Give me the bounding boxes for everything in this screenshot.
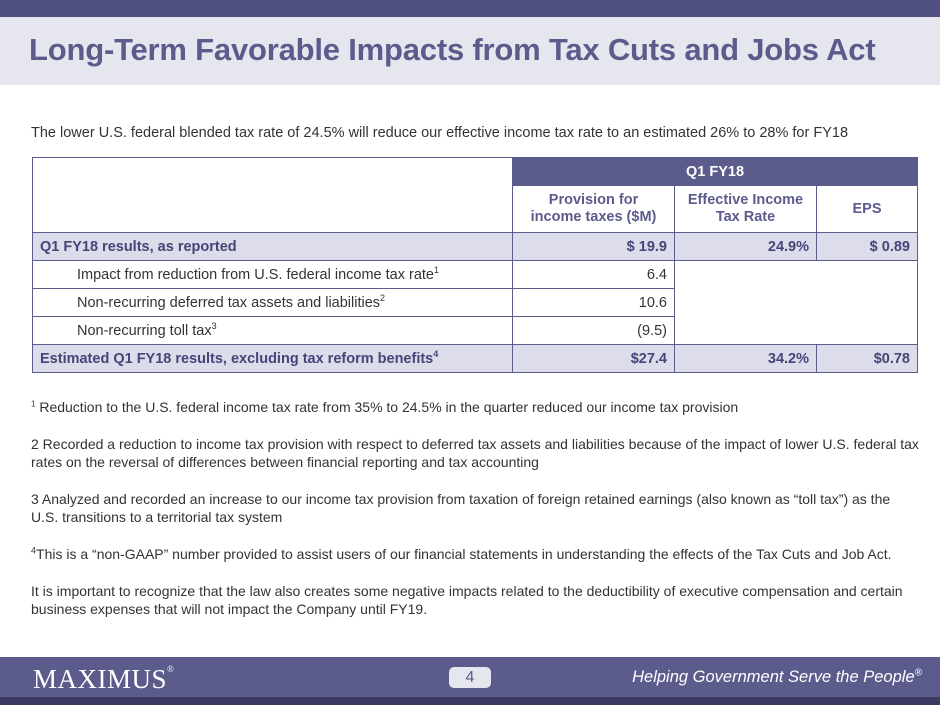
col-header-eps: EPS bbox=[816, 185, 918, 233]
eps-value: $0.78 bbox=[816, 344, 918, 373]
provision-value: $ 19.9 bbox=[512, 232, 675, 261]
footnotes: 1 Reduction to the U.S. federal income t… bbox=[31, 398, 921, 637]
col-header-tax-rate: Effective Income Tax Rate bbox=[674, 185, 817, 233]
footnote-ref: 2 bbox=[380, 292, 386, 303]
table-row-deferred-tax: Non-recurring deferred tax assets and li… bbox=[32, 288, 918, 317]
footnote-ref: 4 bbox=[433, 348, 439, 359]
tax-impact-table: Q1 FY18 Provision for income taxes ($M) E… bbox=[32, 157, 918, 373]
closing-note: It is important to recognize that the la… bbox=[31, 583, 903, 617]
tax-rate-value: 34.2% bbox=[674, 344, 817, 373]
row-label: Impact from reduction from U.S. federal … bbox=[32, 260, 513, 289]
footnote-ref: 1 bbox=[434, 264, 440, 275]
eps-value: $ 0.89 bbox=[816, 232, 918, 261]
provision-value: 6.4 bbox=[512, 260, 675, 289]
footnote-ref: 3 bbox=[211, 320, 217, 331]
table-row-rate-reduction: Impact from reduction from U.S. federal … bbox=[32, 260, 918, 345]
footnote-2: 2 Recorded a reduction to income tax pro… bbox=[31, 436, 919, 470]
slide-subtitle: The lower U.S. federal blended tax rate … bbox=[31, 125, 849, 141]
page-number: 4 bbox=[449, 667, 491, 688]
table-row-toll-tax: Non-recurring toll tax3 (9.5) bbox=[32, 316, 918, 345]
row-label: Estimated Q1 FY18 results, excluding tax… bbox=[32, 344, 513, 373]
top-accent-bar bbox=[0, 0, 940, 17]
footnote-4: 4This is a “non-GAAP” number provided to… bbox=[31, 545, 892, 562]
table-row-reported: Q1 FY18 results, as reported $ 19.9 24.9… bbox=[32, 232, 918, 261]
maximus-logo: MAXIMUS® bbox=[33, 664, 175, 694]
provision-value: $27.4 bbox=[512, 344, 675, 373]
footer-bottom-strip bbox=[0, 697, 940, 705]
tax-rate-value: 24.9% bbox=[674, 232, 817, 261]
col-header-provision: Provision for income taxes ($M) bbox=[512, 185, 675, 233]
footnote-1: 1 Reduction to the U.S. federal income t… bbox=[31, 399, 739, 415]
row-label: Q1 FY18 results, as reported bbox=[32, 232, 513, 261]
row-label: Non-recurring deferred tax assets and li… bbox=[32, 288, 513, 317]
footnote-3: 3 Analyzed and recorded an increase to o… bbox=[31, 491, 891, 525]
table-row-estimated: Estimated Q1 FY18 results, excluding tax… bbox=[32, 344, 918, 373]
table-corner-cell bbox=[32, 157, 513, 233]
merged-empty-cell bbox=[674, 260, 918, 345]
title-band bbox=[0, 17, 940, 85]
row-label: Non-recurring toll tax3 bbox=[32, 316, 513, 345]
provision-value: 10.6 bbox=[512, 288, 675, 317]
tagline: Helping Government Serve the People® bbox=[632, 667, 922, 686]
group-header-q1-fy18: Q1 FY18 bbox=[512, 157, 918, 186]
slide-title: Long-Term Favorable Impacts from Tax Cut… bbox=[29, 32, 876, 67]
provision-value: (9.5) bbox=[512, 316, 675, 345]
